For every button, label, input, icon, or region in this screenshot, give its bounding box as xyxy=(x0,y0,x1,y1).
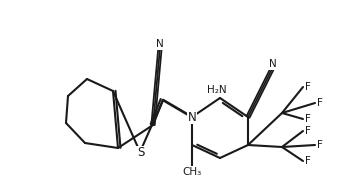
Text: F: F xyxy=(305,114,311,124)
Text: CH₃: CH₃ xyxy=(183,167,202,177)
Text: F: F xyxy=(305,126,311,136)
Text: F: F xyxy=(305,156,311,166)
Text: H₂N: H₂N xyxy=(207,85,227,95)
Text: N: N xyxy=(269,59,277,69)
Text: F: F xyxy=(317,140,323,150)
Text: F: F xyxy=(317,98,323,108)
Text: N: N xyxy=(188,111,196,124)
Text: F: F xyxy=(305,82,311,92)
Text: N: N xyxy=(156,39,164,49)
Text: S: S xyxy=(137,146,145,159)
